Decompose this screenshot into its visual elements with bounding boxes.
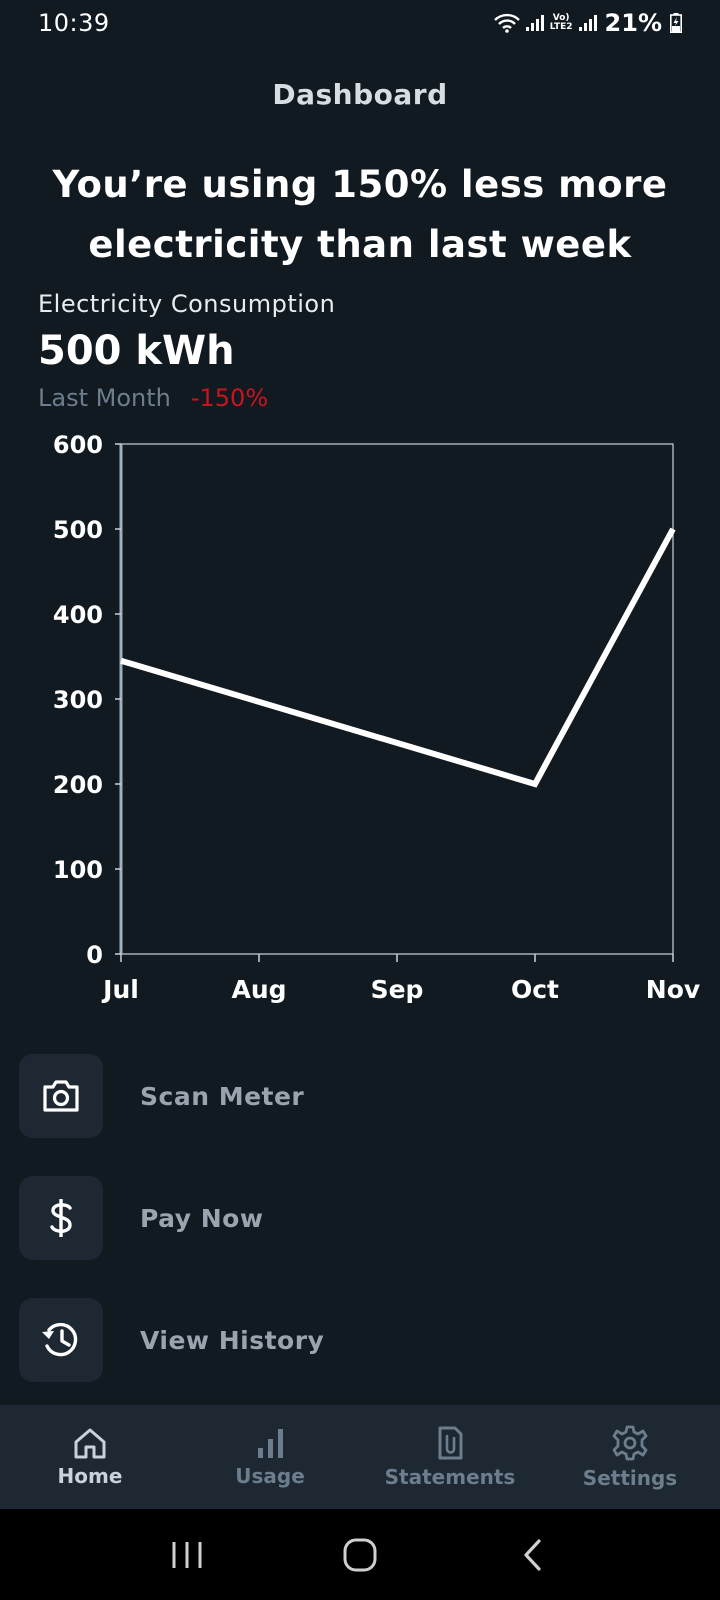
x-tick-label: Nov bbox=[646, 975, 700, 1004]
recent-apps-icon bbox=[172, 1541, 202, 1568]
scan-meter-button[interactable]: Scan Meter bbox=[19, 1054, 679, 1138]
pay-now-button[interactable]: Pay Now bbox=[19, 1176, 679, 1260]
consumption-chart-svg: 0 100 200 300 400 500 600 Jul Aug Sep Oct Nov bbox=[53, 431, 700, 1004]
view-history-label: View History bbox=[140, 1325, 325, 1355]
usage-headline: You’re using 150% less more electricity … bbox=[52, 163, 668, 266]
nav-home[interactable]: Home bbox=[0, 1405, 180, 1509]
metric-period: Last Month bbox=[38, 384, 171, 412]
back-button[interactable] bbox=[493, 1525, 573, 1585]
back-icon bbox=[524, 1538, 541, 1571]
dollar-icon bbox=[50, 1199, 72, 1237]
y-tick-label: 100 bbox=[53, 856, 103, 884]
view-history-icon-box bbox=[19, 1298, 103, 1382]
y-tick-label: 500 bbox=[53, 516, 103, 544]
network-label: LTE2 bbox=[549, 22, 573, 32]
nav-settings[interactable]: Settings bbox=[540, 1405, 720, 1509]
x-tick-label: Sep bbox=[371, 975, 424, 1004]
metric-period-row: Last Month -150% bbox=[38, 384, 268, 412]
y-tick-label: 300 bbox=[53, 686, 103, 714]
status-bar: 10:39 Vo) LTE2 21% bbox=[0, 0, 720, 46]
series-line bbox=[120, 527, 676, 788]
wifi-icon bbox=[493, 13, 520, 33]
signal-icon-2 bbox=[578, 15, 597, 31]
y-tick-label: 600 bbox=[53, 431, 103, 459]
bar-chart-icon bbox=[258, 1429, 283, 1458]
y-tick-label: 400 bbox=[53, 601, 103, 629]
history-icon bbox=[42, 1322, 78, 1357]
metric-change: -150% bbox=[190, 384, 269, 412]
nav-home-label: Home bbox=[57, 1464, 123, 1488]
page-title: Dashboard bbox=[272, 78, 448, 111]
status-icons: Vo) LTE2 21% bbox=[493, 9, 682, 37]
scan-meter-icon-box bbox=[19, 1054, 103, 1138]
gear-icon bbox=[612, 1425, 648, 1461]
home-icon bbox=[74, 1428, 106, 1459]
nav-usage-label: Usage bbox=[235, 1464, 305, 1488]
metric-label: Electricity Consumption bbox=[38, 290, 336, 318]
home-button[interactable] bbox=[320, 1525, 400, 1585]
nav-settings-label: Settings bbox=[582, 1466, 678, 1490]
pay-now-label: Pay Now bbox=[140, 1203, 264, 1233]
view-history-button[interactable]: View History bbox=[19, 1298, 679, 1382]
metric-value: 500 kWh bbox=[38, 328, 235, 374]
nav-statements[interactable]: Statements bbox=[360, 1405, 540, 1509]
nav-usage[interactable]: Usage bbox=[180, 1405, 360, 1509]
y-tick-label: 200 bbox=[53, 771, 103, 799]
bottom-nav: Home Usage Statements Settings bbox=[0, 1405, 720, 1509]
nav-statements-label: Statements bbox=[384, 1465, 516, 1489]
x-tick-label: Oct bbox=[511, 975, 559, 1004]
battery-charging-icon bbox=[670, 13, 682, 33]
system-nav-bar bbox=[0, 1509, 720, 1600]
status-time: 10:39 bbox=[38, 9, 110, 37]
network-type: Vo) LTE2 bbox=[549, 13, 573, 32]
document-clip-icon bbox=[438, 1426, 463, 1460]
battery-percent: 21% bbox=[604, 9, 662, 37]
home-circle-icon bbox=[343, 1538, 377, 1571]
pay-now-icon-box bbox=[19, 1176, 103, 1260]
plot-frame bbox=[120, 443, 674, 955]
scan-meter-label: Scan Meter bbox=[140, 1081, 305, 1111]
camera-icon bbox=[43, 1080, 79, 1112]
signal-icon bbox=[525, 15, 544, 31]
x-tick-label: Aug bbox=[231, 975, 286, 1004]
consumption-chart: 0 100 200 300 400 500 600 Jul Aug Sep Oct Nov bbox=[0, 420, 720, 1020]
x-tick-label: Jul bbox=[101, 975, 139, 1004]
y-tick-label: 0 bbox=[86, 941, 103, 969]
recent-apps-button[interactable] bbox=[147, 1525, 227, 1585]
